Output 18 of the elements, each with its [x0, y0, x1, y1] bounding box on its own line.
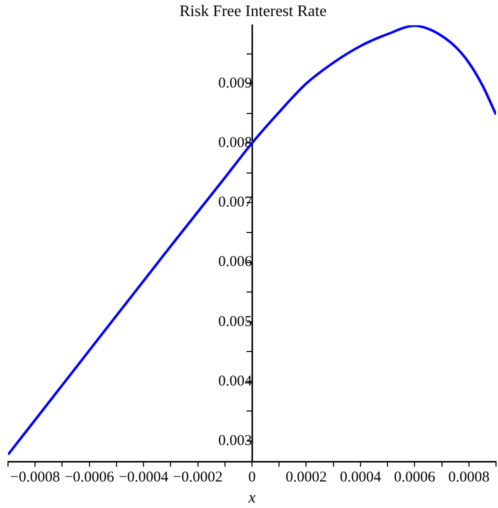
x-tick-label: 0.0002 [286, 470, 327, 486]
x-tick-label: −0.0002 [172, 470, 223, 486]
x-tick-label: −0.0006 [64, 470, 115, 486]
y-tick-label: 0.006 [218, 254, 252, 270]
y-tick-label: 0.009 [218, 76, 252, 92]
x-tick-label: 0.0004 [340, 470, 382, 486]
y-tick-label: 0.003 [218, 432, 252, 449]
y-tick-label: 0.007 [218, 194, 252, 211]
x-tick-label: 0.0008 [448, 470, 490, 486]
chart-title: Risk Free Interest Rate [179, 2, 327, 20]
x-tick-label: −0.0004 [118, 470, 169, 486]
x-tick-label: −0.0008 [10, 470, 60, 486]
x-tick-label: 0 [248, 470, 256, 486]
x-axis-title: x [247, 490, 256, 507]
y-tick-label: 0.004 [218, 373, 252, 390]
line-series [8, 25, 496, 456]
x-tick-label: 0.0006 [394, 470, 436, 486]
y-tick-label: 0.005 [218, 314, 252, 330]
